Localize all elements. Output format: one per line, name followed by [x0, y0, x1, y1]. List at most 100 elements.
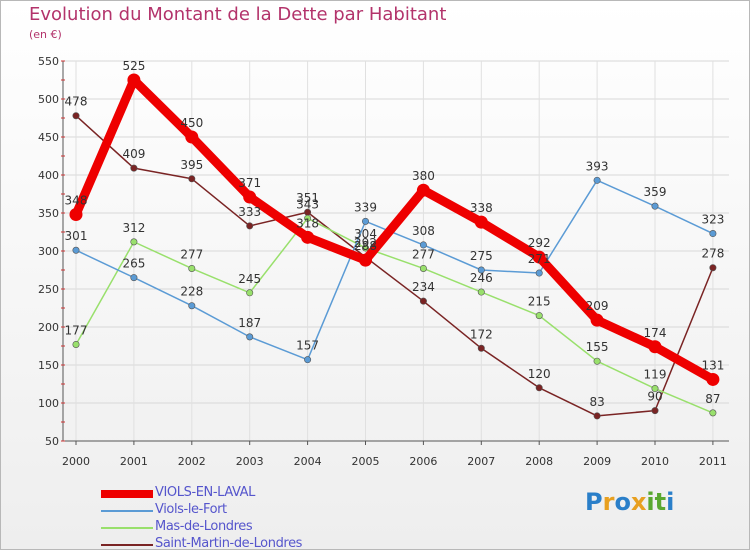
x-tick-label: 2001 [120, 455, 148, 468]
data-label: 90 [647, 390, 662, 404]
data-label: 119 [644, 368, 667, 382]
y-tick-label: 550 [38, 55, 59, 68]
legend-swatch [101, 490, 153, 498]
data-label: 234 [412, 280, 435, 294]
data-label: 409 [122, 147, 145, 161]
x-tick-label: 2000 [62, 455, 90, 468]
data-point [72, 340, 80, 348]
data-point [130, 238, 138, 246]
y-tick-label: 400 [38, 169, 59, 182]
data-label: 271 [528, 252, 551, 266]
data-label: 215 [528, 295, 551, 309]
data-point [593, 176, 601, 184]
data-label: 333 [238, 205, 261, 219]
series-line [71, 75, 718, 384]
logo-letter: i [666, 488, 675, 516]
data-label: 351 [296, 191, 319, 205]
y-tick-label: 150 [38, 359, 59, 372]
data-label: 157 [296, 339, 319, 353]
legend-label: Viols-le-Fort [155, 502, 227, 517]
data-label: 277 [412, 247, 435, 261]
data-point [246, 289, 254, 297]
data-label: 87 [705, 392, 720, 406]
data-label: 380 [412, 169, 435, 183]
data-point [130, 274, 138, 282]
series-line [75, 217, 714, 414]
y-tick-label: 450 [38, 131, 59, 144]
data-label: 292 [528, 236, 551, 250]
data-point [72, 112, 80, 120]
data-point [535, 384, 543, 392]
data-label: 371 [238, 176, 261, 190]
data-point [185, 130, 199, 144]
data-point [477, 344, 485, 352]
data-label: 343 [296, 197, 319, 211]
logo-letter: t [654, 488, 667, 516]
data-point [419, 264, 427, 272]
data-point [419, 297, 427, 305]
data-point [709, 264, 717, 272]
x-tick-label: 2011 [699, 455, 727, 468]
data-label: 478 [65, 95, 88, 109]
series-line [75, 179, 714, 361]
chart-unit: (en €) [29, 28, 62, 41]
x-tick-label: 2007 [467, 455, 495, 468]
data-label: 359 [644, 185, 667, 199]
data-label: 277 [180, 247, 203, 261]
y-tick-label: 100 [38, 397, 59, 410]
data-point [706, 372, 720, 386]
x-tick-label: 2010 [641, 455, 669, 468]
x-tick-label: 2003 [236, 455, 264, 468]
data-point [535, 312, 543, 320]
data-point [477, 266, 485, 274]
data-label: 187 [238, 316, 261, 330]
data-label: 338 [470, 201, 493, 215]
data-point [648, 340, 662, 354]
data-point [535, 269, 543, 277]
data-label: 339 [354, 200, 377, 214]
data-point [361, 217, 369, 225]
data-label: 348 [65, 194, 88, 208]
data-point [416, 183, 430, 197]
data-point [477, 288, 485, 296]
data-label: 308 [412, 224, 435, 238]
data-point [651, 202, 659, 210]
legend-label: VIOLS-EN-LAVAL [155, 485, 255, 500]
logo-letter: x [630, 488, 647, 516]
legend-label: Saint-Martin-de-Londres [155, 536, 303, 551]
data-point [419, 241, 427, 249]
data-label: 525 [122, 59, 145, 73]
data-label: 245 [238, 272, 261, 286]
data-point [651, 407, 659, 415]
data-point [301, 230, 315, 244]
x-tick-label: 2005 [352, 455, 380, 468]
data-label: 177 [65, 323, 88, 337]
legend-label: Mas-de-Londres [155, 519, 253, 534]
data-point [590, 313, 604, 327]
data-point [361, 244, 369, 252]
logo-letter: i [646, 488, 655, 516]
data-point [359, 253, 372, 267]
logo-letter: P [585, 488, 603, 516]
data-label: 174 [644, 326, 667, 340]
data-point [243, 190, 257, 204]
data-label: 323 [701, 213, 724, 227]
data-label: 304 [354, 227, 377, 241]
data-label: 292 [354, 236, 377, 250]
data-label: 246 [470, 271, 493, 285]
data-label: 393 [586, 159, 609, 173]
data-point [474, 215, 488, 229]
data-point [72, 246, 80, 254]
data-label: 318 [296, 216, 319, 230]
y-tick-label: 300 [38, 245, 59, 258]
data-point [651, 385, 659, 393]
legend-swatch [101, 510, 153, 512]
data-label: 265 [122, 257, 145, 271]
x-tick-label: 2002 [178, 455, 206, 468]
legend-swatch [101, 544, 153, 546]
data-label: 131 [701, 358, 724, 372]
logo-letter: o [614, 488, 631, 516]
y-tick-label: 250 [38, 283, 59, 296]
y-tick-label: 200 [38, 321, 59, 334]
